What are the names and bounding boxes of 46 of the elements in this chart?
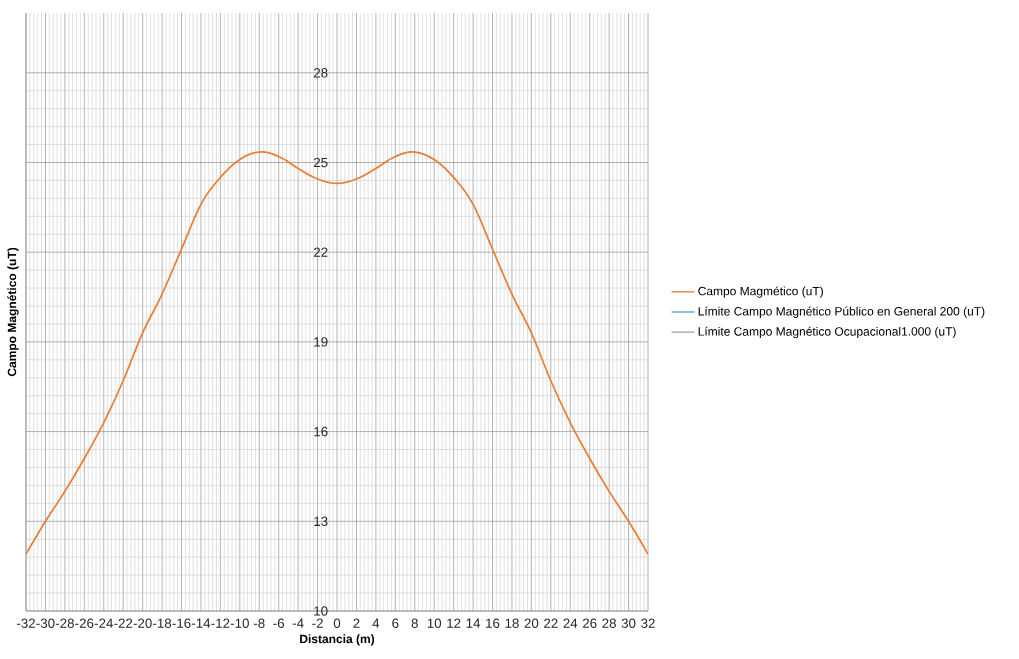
x-tick-label: 24 bbox=[563, 618, 578, 628]
x-tick-label: 6 bbox=[392, 618, 399, 628]
x-tick-label: -30 bbox=[36, 618, 55, 628]
y-tick-label: 13 bbox=[314, 516, 328, 526]
x-tick-label: 28 bbox=[602, 618, 616, 628]
x-tick-label: 16 bbox=[486, 618, 500, 628]
y-tick-label: 22 bbox=[313, 247, 328, 257]
legend-label: Límite Campo Magnético Ocupacional1.000 (uT) bbox=[698, 326, 956, 339]
x-tick-label: -2 bbox=[312, 618, 323, 628]
y-tick-label: 28 bbox=[313, 68, 328, 78]
x-tick-label: 30 bbox=[621, 618, 636, 628]
y-tick-label: 19 bbox=[314, 337, 328, 347]
x-tick-label: -16 bbox=[172, 618, 191, 628]
x-tick-label: -28 bbox=[55, 618, 74, 628]
x-tick-label: 26 bbox=[582, 618, 597, 628]
x-tick-label: -10 bbox=[230, 618, 249, 628]
x-tick-label: 14 bbox=[466, 618, 481, 628]
x-tick-label: 10 bbox=[427, 618, 442, 628]
y-tick-label: 10 bbox=[314, 606, 328, 616]
x-tick-label: -4 bbox=[292, 618, 304, 628]
x-tick-label: -24 bbox=[94, 618, 113, 628]
y-tick-label: 25 bbox=[313, 157, 328, 168]
x-tick-label: 0 bbox=[333, 618, 341, 628]
x-tick-label: 8 bbox=[411, 618, 418, 628]
x-tick-label: -8 bbox=[253, 618, 265, 628]
y-tick-label: 16 bbox=[314, 426, 328, 437]
x-axis-title: Distancia (m) bbox=[300, 634, 375, 646]
x-tick-label: -22 bbox=[114, 618, 133, 628]
y-axis-title: Campo Magnético (uT) bbox=[7, 247, 19, 377]
x-tick-label: 4 bbox=[372, 618, 380, 628]
x-tick-label: -18 bbox=[153, 618, 172, 628]
x-tick-label: 20 bbox=[524, 618, 539, 628]
x-tick-label: -32 bbox=[16, 618, 35, 628]
x-tick-label: 2 bbox=[353, 618, 360, 628]
x-tick-label: -6 bbox=[273, 618, 285, 628]
x-tick-label: -14 bbox=[191, 618, 211, 628]
x-tick-label: 12 bbox=[447, 618, 461, 628]
x-tick-label: -26 bbox=[75, 618, 94, 628]
line-series bbox=[26, 151, 648, 556]
legend-label: Campo Magmético (uT) bbox=[698, 286, 823, 298]
legend-label: Límite Campo Magnético Público en General 200 (uT) bbox=[698, 306, 985, 318]
x-tick-label: -20 bbox=[133, 618, 152, 628]
x-tick-label: 32 bbox=[641, 618, 655, 628]
x-tick-label: -12 bbox=[211, 618, 230, 628]
x-tick-label: 22 bbox=[544, 618, 558, 628]
x-tick-label: 18 bbox=[505, 618, 519, 628]
